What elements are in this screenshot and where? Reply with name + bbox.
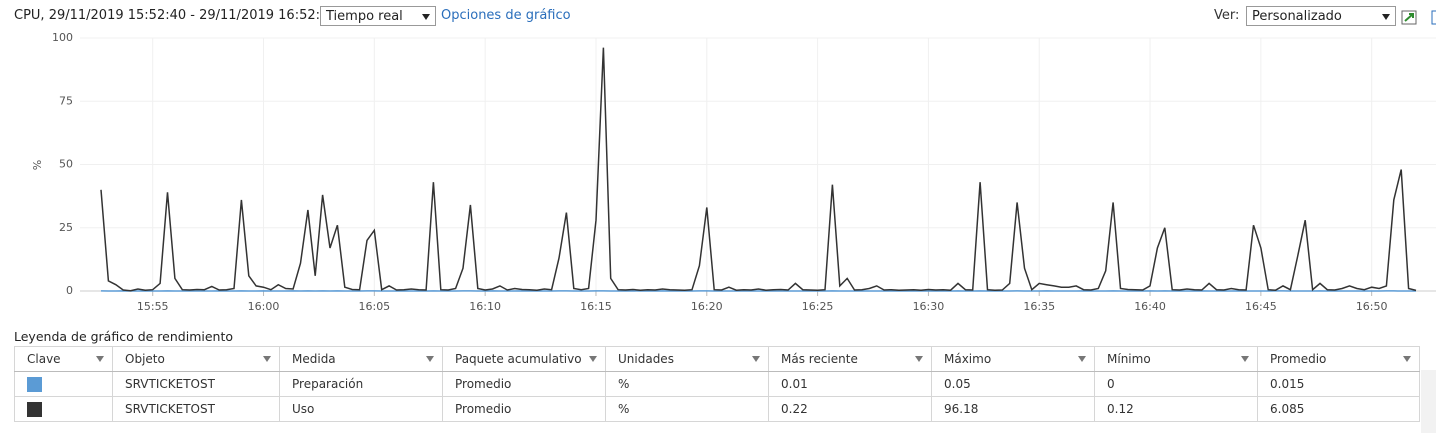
y-tick-label: 100 [52,31,73,44]
legend-cell: 0.015 [1257,371,1420,397]
scrollbar[interactable] [1421,370,1436,433]
legend-title: Leyenda de gráfico de rendimiento [14,329,234,344]
filter-icon[interactable] [1078,356,1086,362]
view-label: Ver: [1214,8,1240,23]
x-tick-label: 16:05 [358,300,390,313]
x-tick-label: 16:15 [580,300,612,313]
legend-cell: Uso [279,396,443,422]
key-cell [14,371,113,397]
legend-cell: 6.085 [1257,396,1420,422]
y-tick-label: 0 [66,284,73,297]
chart: % 0 25 50 75 100 15:55 16:00 16:05 16:10 16:15 16:… [31,31,1436,313]
series-line [100,47,1417,292]
x-tick-label: 16:50 [1356,300,1388,313]
legend-cell: 96.18 [931,396,1095,422]
filter-icon[interactable] [96,356,104,362]
filter-icon[interactable] [263,356,271,362]
y-tick-label: 50 [59,158,73,171]
column-header[interactable]: Paquete acumulativo [442,346,606,372]
legend-cell: Preparación [279,371,443,397]
column-header[interactable]: Máximo [931,346,1095,372]
x-tick-label: 16:45 [1245,300,1277,313]
legend-cell: 0.12 [1094,396,1258,422]
legend-row: SRVTICKETOST Uso Promedio% 0.22 96.18 0.12 6.0… [14,396,1420,422]
column-header[interactable]: Promedio [1257,346,1420,372]
toolbar-icons[interactable] [1401,9,1436,27]
legend-cell: 0.01 [768,371,932,397]
legend-cell: 0 [1094,371,1258,397]
column-header[interactable]: Más reciente [768,346,932,372]
x-tick-label: 16:00 [248,300,280,313]
x-tick-label: 16:35 [1023,300,1055,313]
column-header[interactable]: Clave [14,346,113,372]
color-swatch [27,401,42,417]
column-header[interactable]: Unidades [605,346,769,372]
legend-cell: 0.05 [931,371,1095,397]
period-select[interactable]: Tiempo real [320,6,436,26]
header-row: Clave Objeto Medida Paquete acumulativo Unid… [14,346,1420,372]
filter-icon[interactable] [1403,356,1411,362]
legend-cell: 0.22 [768,396,932,422]
legend-cell: % [605,396,769,422]
legend-row: SRVTICKETOST Preparación Promedio% 0.01 0.05… [14,371,1420,397]
x-tick-label: 16:40 [1134,300,1166,313]
column-header[interactable]: Objeto [112,346,280,372]
filter-icon[interactable] [426,356,434,362]
x-tick-label: 16:20 [691,300,723,313]
legend-cell: SRVTICKETOST [112,396,280,422]
key-cell [14,396,113,422]
y-axis-label: % [31,160,44,170]
chart-title: CPU, 29/11/2019 15:52:40 - 29/11/2019 16… [14,8,337,23]
x-tick-label: 16:25 [802,300,834,313]
filter-icon[interactable] [915,356,923,362]
filter-icon[interactable] [589,356,597,362]
column-header[interactable]: Mínimo [1094,346,1258,372]
legend-cell: % [605,371,769,397]
y-tick-label: 75 [59,94,73,107]
x-tick-label: 16:10 [469,300,501,313]
color-swatch [27,376,42,392]
column-header[interactable]: Medida [279,346,443,372]
options-link[interactable]: Opciones de gráfico [441,8,571,23]
y-tick-label: 25 [59,221,73,234]
x-tick-label: 15:55 [137,300,169,313]
filter-icon[interactable] [752,356,760,362]
view-select[interactable]: Personalizado [1246,6,1396,26]
legend-cell: Promedio [442,396,606,422]
x-tick-label: 16:30 [913,300,945,313]
filter-icon[interactable] [1241,356,1249,362]
legend-cell: Promedio [442,371,606,397]
legend-table: Clave Objeto Medida Paquete acumulativo Unid… [14,346,1420,422]
legend-cell: SRVTICKETOST [112,371,280,397]
